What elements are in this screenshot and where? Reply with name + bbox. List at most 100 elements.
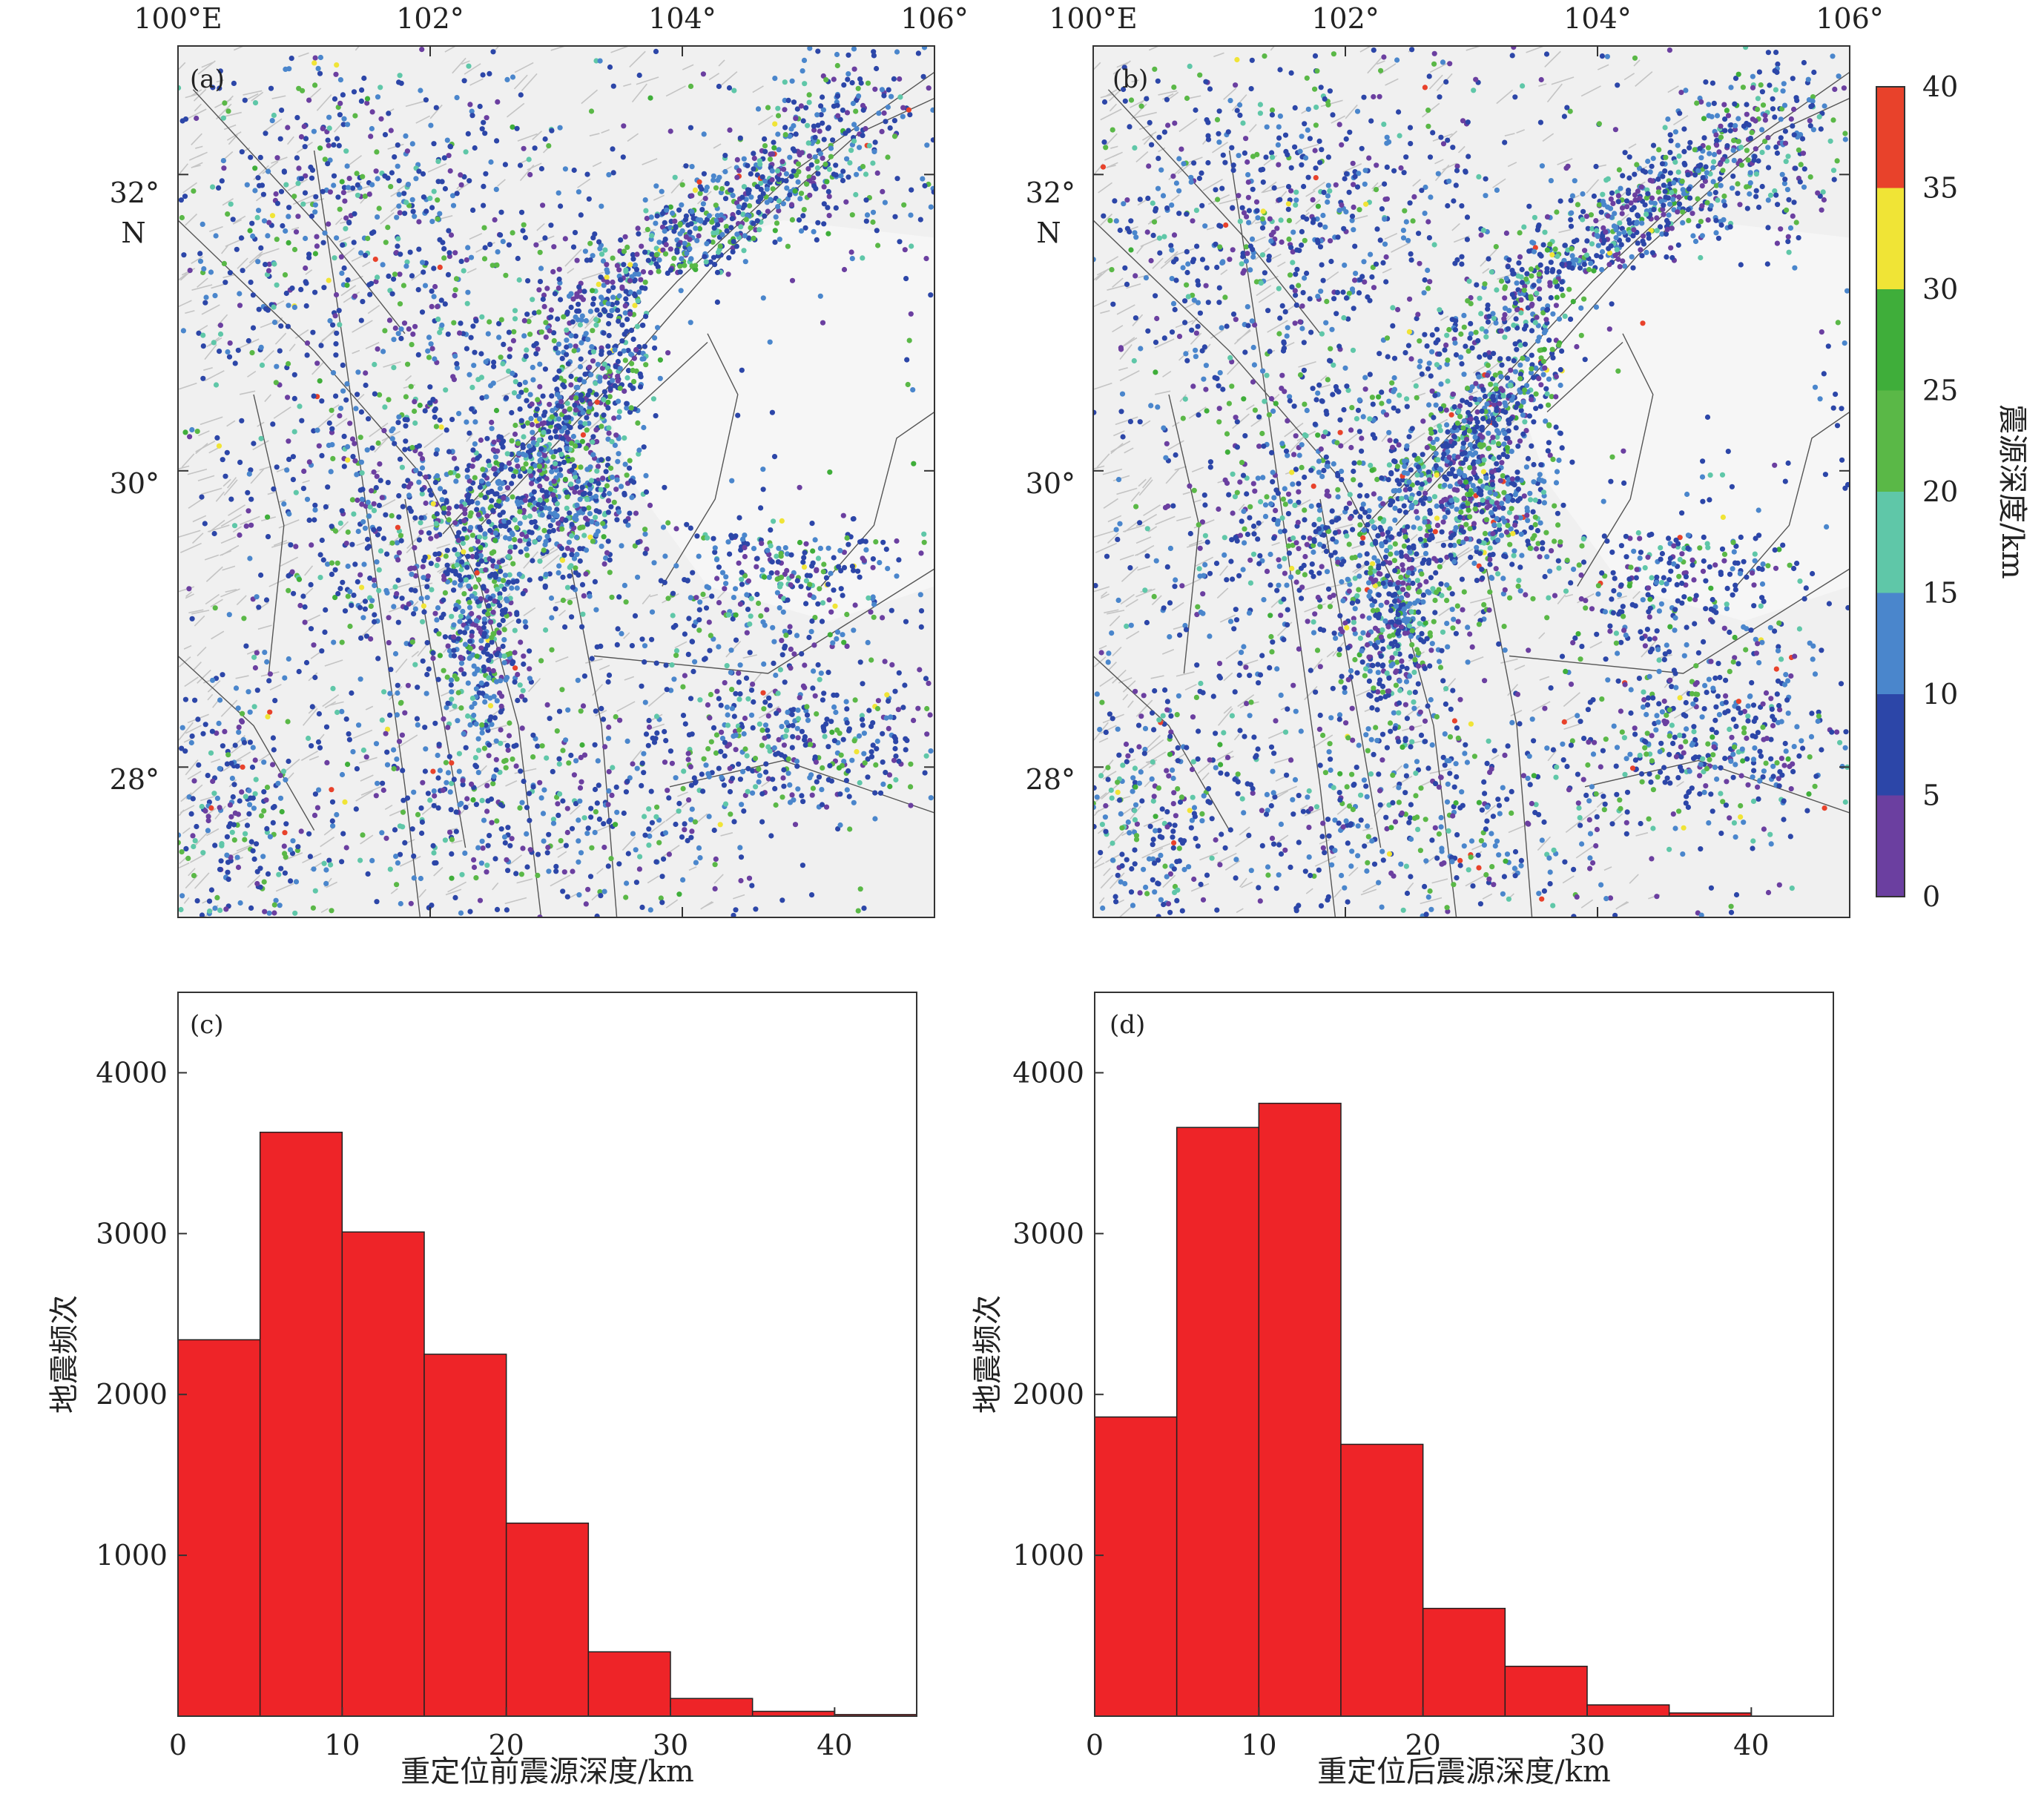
map-a-relief-hatch <box>550 46 565 51</box>
map-a-earthquake <box>550 454 556 460</box>
map-a-earthquake <box>559 526 565 532</box>
map-a-earthquake <box>643 208 649 214</box>
map-a-earthquake <box>555 570 561 576</box>
map-a-earthquake <box>493 756 499 762</box>
map-a-earthquake <box>238 235 245 241</box>
map-a-earthquake <box>584 415 590 421</box>
map-a-earthquake <box>448 677 455 683</box>
map-a-earthquake <box>185 855 191 861</box>
map-a-relief-hatch <box>178 163 188 177</box>
map-a-earthquake <box>601 412 607 418</box>
map-a-earthquake <box>517 538 523 544</box>
map-a-earthquake <box>314 805 320 811</box>
map-a-earthquake <box>345 277 351 283</box>
map-a-earthquake <box>514 457 520 464</box>
map-a-earthquake <box>415 287 421 293</box>
map-a-earthquake <box>528 472 534 479</box>
map-a-earthquake <box>498 727 504 733</box>
map-a-earthquake <box>860 722 866 728</box>
map-a-earthquake <box>461 630 468 636</box>
map-a-earthquake <box>492 578 498 584</box>
map-a-earthquake <box>723 574 729 580</box>
map-a-earthquake <box>495 479 501 485</box>
map-a-earthquake <box>556 368 562 374</box>
map-a-earthquake <box>568 291 574 297</box>
map-a-earthquake <box>891 733 897 740</box>
map-a-earthquake <box>504 485 511 491</box>
map-a-earthquake <box>894 573 900 579</box>
map-a-earthquake <box>737 691 743 697</box>
map-a-earthquake <box>484 651 490 657</box>
map-a-earthquake <box>283 776 289 783</box>
map-a-earthquake <box>317 54 323 61</box>
map-a-earthquake <box>587 486 593 492</box>
map-a-earthquake <box>923 676 929 682</box>
map-a-earthquake <box>589 845 595 851</box>
map-a-earthquake <box>475 538 481 544</box>
map-a-earthquake <box>635 574 641 580</box>
map-a-earthquake <box>357 676 363 682</box>
map-a-earthquake <box>432 283 438 290</box>
map-a-earthquake <box>500 643 506 650</box>
map-a-earthquake <box>645 742 651 748</box>
map-a-relief-hatch <box>581 89 599 105</box>
map-a-earthquake <box>262 909 268 914</box>
map-a-earthquake <box>233 685 240 691</box>
map-a-earthquake <box>614 300 620 306</box>
map-a-earthquake <box>841 82 847 88</box>
map-a-earthquake <box>524 864 530 870</box>
map-a-earthquake <box>286 214 291 220</box>
map-a-earthquake <box>426 530 432 536</box>
map-a-earthquake <box>544 475 550 482</box>
map-a-earthquake <box>727 765 733 771</box>
map-a-earthquake <box>496 434 502 440</box>
map-a-earthquake <box>373 793 379 799</box>
map-a-earthquake <box>446 517 452 523</box>
map-a-relief-hatch <box>718 59 725 67</box>
map-a-earthquake <box>731 239 736 245</box>
map-a-earthquake <box>237 291 243 297</box>
map-a-earthquake <box>454 562 460 568</box>
map-a-earthquake <box>653 859 659 865</box>
map-a-earthquake <box>541 292 547 298</box>
map-a-earthquake <box>821 201 827 207</box>
map-a-earthquake <box>343 215 349 221</box>
map-a-earthquake <box>239 149 245 155</box>
map-a-earthquake <box>631 355 638 361</box>
map-a-earthquake <box>277 795 284 801</box>
map-a-earthquake <box>767 156 774 162</box>
map-a-earthquake <box>854 126 860 132</box>
map-a-earthquake <box>828 154 834 159</box>
map-a-earthquake <box>478 351 484 357</box>
map-a-relief-hatch <box>412 601 419 607</box>
map-a-earthquake <box>642 527 648 532</box>
map-a-earthquake <box>627 458 633 464</box>
map-a-relief-hatch <box>190 854 205 863</box>
map-a-earthquake <box>667 748 674 754</box>
map-a-earthquake <box>309 704 315 710</box>
map-a-earthquake <box>538 446 544 452</box>
map-a-earthquake <box>616 861 622 867</box>
map-a-earthquake <box>471 712 477 719</box>
map-a-earthquake <box>782 545 788 551</box>
map-a-earthquake <box>613 822 619 828</box>
map-a-earthquake <box>521 145 527 151</box>
map-a-earthquake <box>688 525 693 531</box>
map-a-earthquake <box>192 697 198 703</box>
map-a-earthquake <box>428 535 434 541</box>
map-a-earthquake <box>795 735 801 741</box>
map-a-relief-hatch <box>514 768 537 774</box>
map-a-earthquake <box>522 498 529 504</box>
map-a-earthquake <box>572 230 578 236</box>
map-a-earthquake <box>877 560 883 566</box>
map-a-earthquake <box>888 714 894 720</box>
map-a-relief-hatch <box>225 588 237 593</box>
map-a-earthquake <box>498 232 504 238</box>
map-a-earthquake <box>452 894 458 900</box>
map-a-relief-hatch <box>245 254 263 269</box>
map-a-earthquake <box>304 340 311 346</box>
map-a-earthquake <box>515 618 521 624</box>
map-a-earthquake <box>381 428 387 434</box>
map-a-earthquake <box>475 500 481 506</box>
map-a-earthquake <box>435 605 441 611</box>
